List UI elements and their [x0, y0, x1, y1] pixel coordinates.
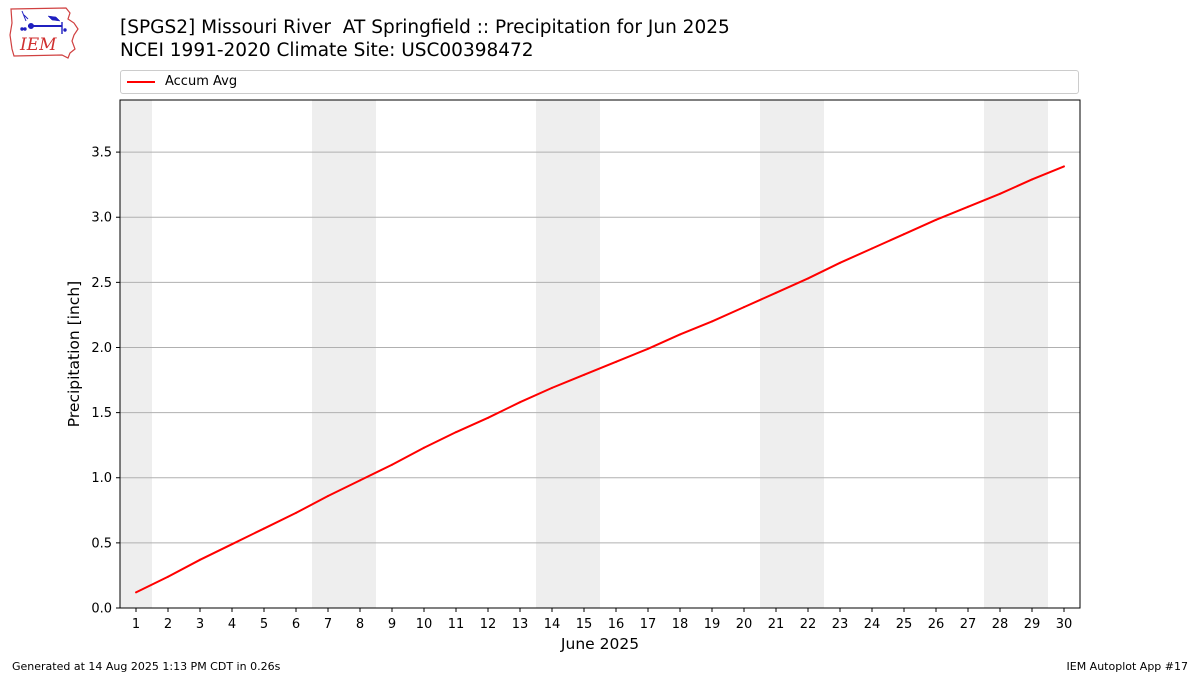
iem-logo: IEM — [9, 7, 79, 59]
data-point — [487, 416, 489, 419]
y-tick-label: 2.5 — [91, 276, 112, 291]
data-point — [167, 575, 169, 578]
data-point — [775, 291, 777, 294]
generated-timestamp: Generated at 14 Aug 2025 1:13 PM CDT in … — [12, 660, 281, 673]
legend-swatch — [127, 81, 155, 83]
x-tick-label: 3 — [196, 617, 204, 632]
x-tick-label: 26 — [928, 617, 945, 632]
x-tick-label: 6 — [292, 617, 300, 632]
data-point — [263, 527, 265, 530]
x-tick-label: 13 — [512, 617, 529, 632]
x-tick-label: 5 — [260, 617, 268, 632]
data-point — [615, 360, 617, 363]
data-point — [871, 247, 873, 250]
x-tick-label: 29 — [1024, 617, 1041, 632]
x-tick-label: 4 — [228, 617, 236, 632]
x-tick-label: 19 — [704, 617, 721, 632]
data-point — [423, 446, 425, 449]
plot-frame — [119, 99, 1081, 609]
legend: Accum Avg — [120, 70, 1079, 94]
data-point — [519, 401, 521, 404]
data-point — [327, 494, 329, 497]
chart-title: [SPGS2] Missouri River AT Springfield ::… — [120, 17, 730, 38]
data-point — [583, 373, 585, 376]
x-tick-label: 14 — [544, 617, 561, 632]
data-point — [135, 591, 137, 594]
y-tick-label: 3.0 — [91, 211, 112, 226]
x-tick-label: 7 — [324, 617, 332, 632]
weekend-band — [760, 100, 824, 608]
data-point — [391, 463, 393, 466]
data-point — [999, 192, 1001, 195]
x-tick-label: 8 — [356, 617, 364, 632]
data-point — [231, 543, 233, 546]
chart-subtitle: NCEI 1991-2020 Climate Site: USC00398472 — [120, 40, 534, 61]
x-tick-label: 16 — [608, 617, 625, 632]
x-tick-label: 15 — [576, 617, 593, 632]
weekend-band — [120, 100, 152, 608]
data-point — [903, 233, 905, 236]
data-point — [935, 218, 937, 221]
x-tick-label: 1 — [132, 617, 140, 632]
x-tick-label: 11 — [448, 617, 465, 632]
legend-label: Accum Avg — [165, 74, 238, 89]
data-point — [679, 333, 681, 336]
data-point — [743, 306, 745, 309]
data-point — [295, 511, 297, 514]
data-point — [839, 261, 841, 264]
series-line-accum-avg — [135, 165, 1065, 594]
iowa-state-outline — [9, 7, 79, 59]
x-tick-label: 18 — [672, 617, 689, 632]
x-tick-label: 27 — [960, 617, 977, 632]
x-tick-label: 24 — [864, 617, 881, 632]
x-tick-label: 10 — [416, 617, 433, 632]
y-tick-label: 0.0 — [91, 602, 112, 617]
y-axis-label: Precipitation [inch] — [65, 281, 83, 427]
data-point — [807, 277, 809, 280]
x-tick-label: 22 — [800, 617, 817, 632]
data-point — [1031, 178, 1033, 181]
data-point — [199, 558, 201, 561]
x-tick-label: 21 — [768, 617, 785, 632]
x-tick-label: 20 — [736, 617, 753, 632]
y-tick-label: 1.5 — [91, 406, 112, 421]
x-tick-label: 28 — [992, 617, 1009, 632]
x-tick-label: 2 — [164, 617, 172, 632]
y-tick-label: 2.0 — [91, 341, 112, 356]
x-tick-label: 23 — [832, 617, 849, 632]
x-tick-label: 17 — [640, 617, 657, 632]
data-point — [647, 347, 649, 350]
y-tick-label: 3.5 — [91, 146, 112, 161]
x-tick-label: 25 — [896, 617, 913, 632]
x-axis-label: June 2025 — [560, 635, 639, 653]
data-point — [551, 386, 553, 389]
x-tick-label: 30 — [1056, 617, 1073, 632]
data-point — [711, 320, 713, 323]
data-point — [455, 431, 457, 434]
y-tick-label: 1.0 — [91, 471, 112, 486]
autoplot-app-id: IEM Autoplot App #17 — [1066, 660, 1189, 673]
weather-symbols-icon — [20, 10, 67, 34]
weekend-band — [312, 100, 376, 608]
data-point — [1063, 165, 1065, 168]
x-tick-label: 9 — [388, 617, 396, 632]
data-point — [359, 479, 361, 482]
weekend-band — [984, 100, 1048, 608]
data-point — [967, 205, 969, 208]
x-tick-label: 12 — [480, 617, 497, 632]
weekend-band — [536, 100, 600, 608]
y-tick-label: 0.5 — [91, 536, 112, 551]
iem-logo-text: IEM — [19, 35, 57, 55]
